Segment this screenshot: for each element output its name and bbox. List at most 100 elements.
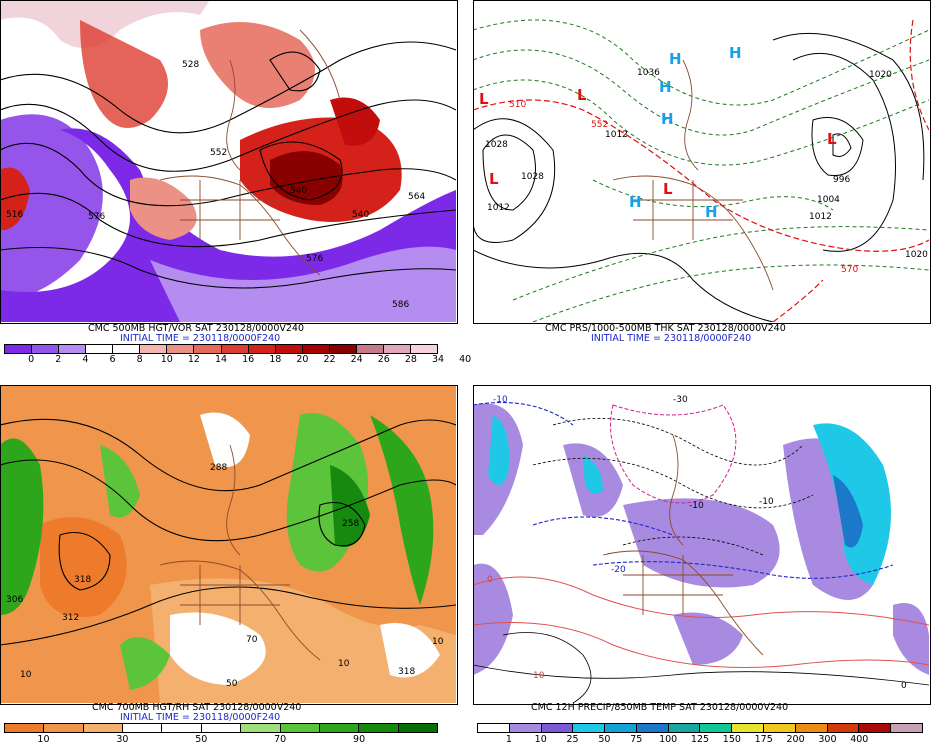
colorbar-segment [44, 724, 84, 732]
panel-init-time: INITIAL TIME = 230118/0000F240 [120, 333, 281, 344]
colorbar-tick-label: 16 [242, 354, 255, 365]
panel-caption: CMC 700MB HGT/RH SAT 230128/0000V240 [92, 702, 302, 713]
colorbar-precip [477, 723, 923, 733]
colorbar-segment [700, 724, 733, 732]
thickness-label: 510 [509, 100, 527, 110]
contour-label: 528 [182, 60, 200, 70]
temperature-label: -10 [689, 501, 704, 511]
colorbar-tick-label: 100 [659, 734, 678, 745]
colorbar-tick-label: 34 [431, 354, 445, 365]
temperature-label: -10 [759, 497, 774, 507]
colorbar-tick-label: 75 [630, 734, 643, 745]
colorbar-tick-label: 1 [505, 734, 512, 745]
temperature-label: 0 [901, 681, 907, 691]
colorbar-tick-label: 12 [187, 354, 200, 365]
map-pressure-thickness: 1028 1036 1012 1028 996 1004 1012 1020 1… [473, 0, 929, 322]
colorbar-segment [732, 724, 765, 732]
pressure-high-symbol: H [629, 193, 642, 211]
colorbar-segment [541, 724, 574, 732]
panel-init-time: INITIAL TIME = 230118/0000F240 [591, 333, 752, 344]
colorbar-segment [764, 724, 796, 732]
vorticity-map-graphic [0, 0, 456, 322]
colorbar-segment [329, 345, 357, 353]
contour-label: 312 [62, 613, 80, 623]
colorbar-tick-label: 50 [598, 734, 611, 745]
rh-label: 10 [20, 670, 32, 680]
colorbar-segment [383, 345, 411, 353]
colorbar-segment [319, 724, 360, 732]
contour-label: 288 [210, 463, 228, 473]
temperature-label: -10 [493, 395, 508, 405]
colorbar-segment [32, 345, 60, 353]
precip-map-graphic [473, 385, 929, 703]
colorbar-tick-label: 22 [323, 354, 336, 365]
colorbar-tick-label: 150 [722, 734, 741, 745]
panel-caption: CMC 500MB HGT/VOR SAT 230128/0000V240 [88, 323, 305, 334]
colorbar-segment [795, 724, 828, 732]
rh-label: 10 [432, 637, 444, 647]
contour-label: 540 [352, 210, 370, 220]
colorbar-segment [859, 724, 892, 732]
panel-500mb-vorticity: 516 576 552 540 576 564 586 540 528 CMC … [0, 0, 498, 366]
isobar-label: 1036 [637, 68, 660, 78]
pressure-high-symbol: H [729, 44, 742, 62]
colorbar-tick-label: 24 [350, 354, 363, 365]
colorbar-segment [86, 345, 114, 353]
colorbar-segment [410, 345, 437, 353]
colorbar-tick-label: 0 [28, 354, 35, 365]
colorbar-segment [113, 345, 141, 353]
colorbar-segment [162, 724, 202, 732]
contour-label: 516 [6, 210, 24, 220]
isobar-label: 1012 [605, 130, 628, 140]
colorbar-ticks: 1 10 25 50 75 100 125 150 175 200 300 400 [477, 734, 923, 746]
colorbar-segment [241, 724, 281, 732]
pressure-low-symbol: L [663, 180, 673, 198]
contour-label: 318 [74, 575, 92, 585]
isobar-label: 1028 [485, 140, 508, 150]
colorbar-segment [59, 345, 87, 353]
pressure-high-symbol: H [705, 203, 718, 221]
rh-label: 50 [226, 679, 238, 689]
colorbar-segment [167, 345, 195, 353]
panel-caption: CMC 12H PRECIP/850MB TEMP SAT 230128/000… [531, 702, 789, 713]
pressure-map-graphic [473, 0, 929, 322]
colorbar-segment [573, 724, 606, 732]
colorbar-segment [302, 345, 330, 353]
colorbar-segment [605, 724, 637, 732]
contour-label: 540 [290, 186, 308, 196]
contour-label: 258 [342, 519, 360, 529]
colorbar-tick-label: 20 [296, 354, 309, 365]
colorbar-segment [201, 724, 242, 732]
colorbar-tick-label: 8 [136, 354, 143, 365]
colorbar-segment [5, 724, 45, 732]
pressure-high-symbol: H [669, 50, 682, 68]
pressure-low-symbol: L [827, 130, 837, 148]
isobar-label: 1020 [869, 70, 892, 80]
colorbar-tick-label: 50 [195, 734, 208, 745]
colorbar-tick-label: 2 [55, 354, 62, 365]
pressure-low-symbol: L [479, 90, 489, 108]
thickness-label: 570 [841, 265, 859, 275]
colorbar-ticks: 0246810121416182022242628344046 [4, 354, 498, 366]
colorbar-tick-label: 25 [566, 734, 579, 745]
colorbar-segment [891, 724, 922, 732]
pressure-high-symbol: H [661, 110, 674, 128]
contour-label: 576 [88, 212, 106, 222]
colorbar-rh [4, 723, 438, 733]
temperature-label: -30 [673, 395, 688, 405]
colorbar-tick-label: 26 [377, 354, 390, 365]
colorbar-ticks: 10 30 50 70 90 [4, 734, 438, 746]
isobar-label: 1012 [809, 212, 832, 222]
colorbar-segment [275, 345, 303, 353]
colorbar-segment [478, 724, 510, 732]
colorbar-tick-label: 30 [116, 734, 129, 745]
panel-pressure-thickness: 1028 1036 1012 1028 996 1004 1012 1020 1… [473, 0, 931, 365]
isobar-label: 1004 [817, 195, 840, 205]
colorbar-segment [827, 724, 860, 732]
colorbar-segment [356, 345, 384, 353]
contour-label: 318 [398, 667, 416, 677]
map-precip-temp: -10 -10 -20 -10 0 10 -30 0 [473, 385, 929, 703]
colorbar-tick-label: 6 [109, 354, 116, 365]
panel-precip-850mb-temp: -10 -10 -20 -10 0 10 -30 0 CMC 12H PRECI… [473, 385, 931, 750]
pressure-low-symbol: L [489, 170, 499, 188]
